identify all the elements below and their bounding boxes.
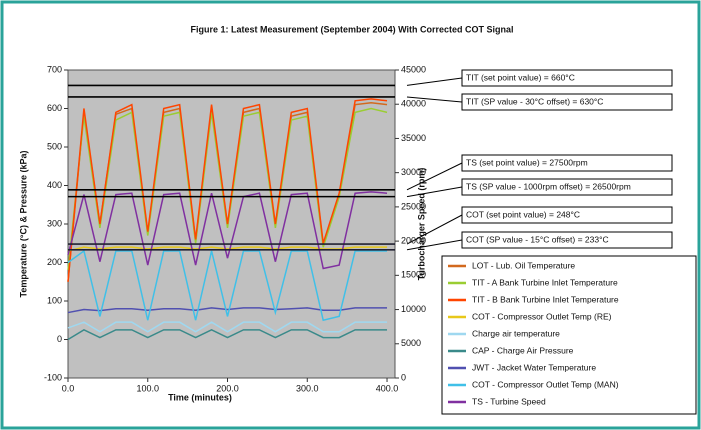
annotation-arrow bbox=[406, 162, 463, 191]
series-line bbox=[67, 107, 388, 271]
annotation-arrow bbox=[406, 77, 463, 86]
y-tick-label: 0 bbox=[57, 334, 62, 344]
annotation-arrow bbox=[406, 186, 463, 198]
y-tick-label: -100 bbox=[44, 372, 62, 382]
series-line bbox=[67, 191, 388, 270]
annotation-arrow bbox=[406, 96, 463, 103]
annotation-arrow bbox=[406, 214, 463, 245]
series-line bbox=[67, 249, 388, 322]
annotation-text: TIT (SP value - 30°C offset) = 630°C bbox=[466, 96, 603, 106]
annotation-box bbox=[461, 178, 673, 196]
x-tick-label: 200.0 bbox=[216, 383, 239, 393]
y-tick-label: 100 bbox=[47, 295, 62, 305]
y-tick-label: 600 bbox=[47, 103, 62, 113]
series-line bbox=[67, 98, 388, 282]
y-tick-label: 300 bbox=[47, 218, 62, 228]
y2-tick-label: 10000 bbox=[401, 304, 426, 314]
y-tick-label: 400 bbox=[47, 180, 62, 190]
x-tick-label: 0.0 bbox=[62, 383, 75, 393]
x-tick-label: 400.0 bbox=[376, 383, 399, 393]
annotation-text: TIT (set point value) = 660°C bbox=[466, 72, 575, 82]
y2-tick-label: 30000 bbox=[401, 167, 426, 177]
annotation-text: TS (set point value) = 27500rpm bbox=[466, 157, 588, 167]
y2-tick-label: 45000 bbox=[401, 64, 426, 74]
annotation-text: COT (set point value) = 248°C bbox=[466, 209, 580, 219]
x-axis-label: Time (minutes) bbox=[168, 392, 232, 402]
x-tick-label: 300.0 bbox=[296, 383, 319, 393]
annotation-text: COT (SP value - 15°C offset) = 233°C bbox=[466, 234, 609, 244]
series-line bbox=[67, 307, 388, 314]
annotation-box bbox=[461, 206, 673, 224]
annotation-text: TS (SP value - 1000rpm offset) = 26500rp… bbox=[466, 181, 631, 191]
annotation-box bbox=[461, 93, 673, 111]
y2-axis-label: Turbocharger Speed (rpm) bbox=[416, 168, 426, 281]
plot-area bbox=[67, 69, 396, 379]
legend-label: Charge air temperature bbox=[472, 328, 560, 338]
legend-label: JWT - Jacket Water Temperature bbox=[472, 362, 596, 372]
legend-label: COT - Compressor Outlet Temp (MAN) bbox=[472, 379, 619, 389]
legend-label: TS - Turbine Speed bbox=[472, 396, 546, 406]
y2-tick-label: 25000 bbox=[401, 201, 426, 211]
annotation-arrow bbox=[406, 239, 463, 251]
y2-tick-label: 35000 bbox=[401, 133, 426, 143]
legend-box bbox=[441, 255, 697, 415]
y2-tick-label: 5000 bbox=[401, 338, 421, 348]
chart-title: Figure 1: Latest Measurement (September … bbox=[191, 24, 514, 34]
series-line bbox=[67, 329, 388, 341]
y2-tick-label: 0 bbox=[401, 372, 406, 382]
annotation-box bbox=[461, 154, 673, 172]
legend-label: TIT - B Bank Turbine Inlet Temperature bbox=[472, 294, 619, 304]
series-line bbox=[67, 321, 388, 333]
legend-label: LOT - Lub. Oil Temperature bbox=[472, 260, 575, 270]
annotation-box bbox=[461, 231, 673, 249]
y-tick-label: 200 bbox=[47, 257, 62, 267]
legend-label: TIT - A Bank Turbine Inlet Temperature bbox=[472, 277, 618, 287]
y-tick-label: 500 bbox=[47, 141, 62, 151]
y-axis-label: Temperature (°C) & Pressure (kPa) bbox=[18, 151, 28, 298]
legend-label: CAP - Charge Air Pressure bbox=[472, 345, 574, 355]
annotation-box bbox=[461, 69, 673, 87]
y2-tick-label: 15000 bbox=[401, 270, 426, 280]
x-tick-label: 100.0 bbox=[136, 383, 159, 393]
legend-label: COT - Compressor Outlet Temp (RE) bbox=[472, 311, 612, 321]
y2-tick-label: 40000 bbox=[401, 99, 426, 109]
y-tick-label: 700 bbox=[47, 64, 62, 74]
